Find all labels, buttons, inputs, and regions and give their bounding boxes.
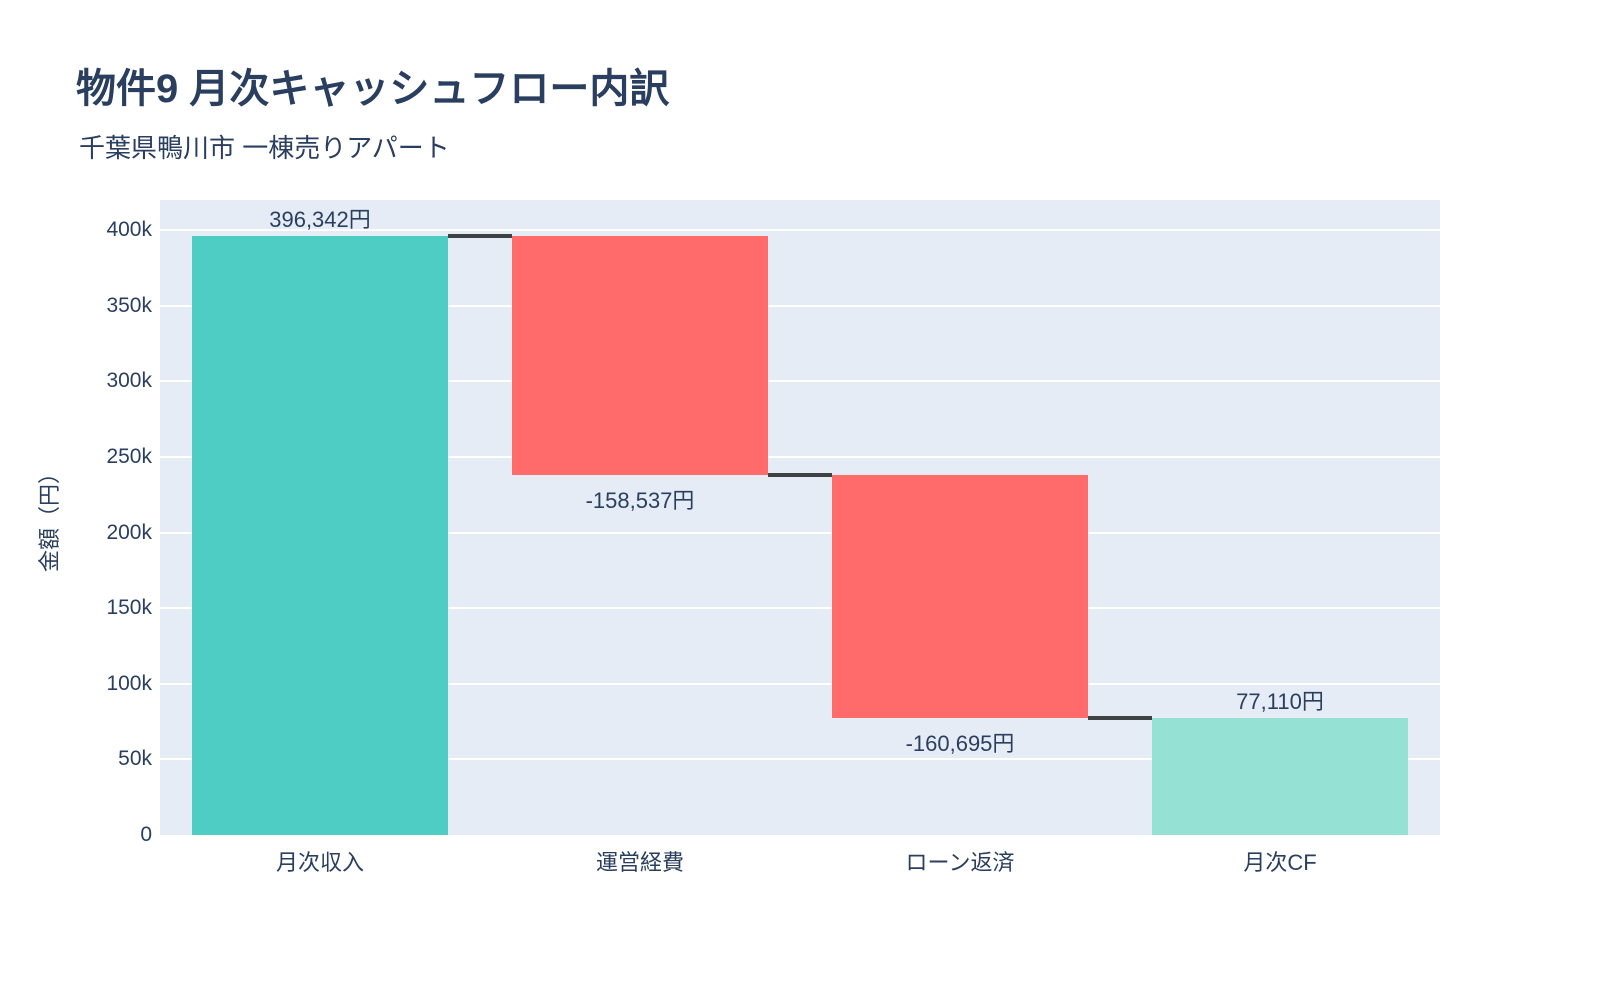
- y-gridline: [160, 380, 1440, 383]
- y-axis-title: 金額（円）: [37, 461, 62, 573]
- y-gridline: [160, 456, 1440, 459]
- y-tick-label: 200k: [106, 520, 152, 544]
- y-tick-label: 350k: [106, 293, 152, 317]
- plot-area: [160, 200, 1440, 835]
- waterfall-bar-decrease: [832, 475, 1088, 719]
- y-tick-label: 0: [140, 823, 152, 846]
- bar-value-label: 396,342円: [269, 206, 371, 232]
- bar-value-label: -158,537円: [585, 488, 695, 514]
- waterfall-bar-total: [1152, 718, 1408, 835]
- y-tick-label: 150k: [106, 596, 152, 620]
- y-gridline: [160, 304, 1440, 307]
- y-tick-label: 250k: [106, 445, 152, 469]
- waterfall-connector: [1088, 716, 1152, 721]
- waterfall-bar-increase: [192, 235, 448, 835]
- y-gridline: [160, 229, 1440, 232]
- bar-value-label: -160,695円: [905, 731, 1015, 757]
- waterfall-connector: [448, 233, 512, 238]
- x-tick-label: 月次収入: [275, 850, 365, 875]
- y-tick-label: 300k: [106, 369, 152, 393]
- x-tick-label: ローン返済: [905, 850, 1015, 875]
- x-tick-label: 運営経費: [595, 850, 685, 875]
- bar-value-label: 77,110円: [1236, 689, 1324, 715]
- y-gridline: [160, 607, 1440, 610]
- waterfall-connector: [768, 473, 832, 478]
- y-tick-label: 100k: [106, 671, 152, 695]
- y-gridline: [160, 531, 1440, 534]
- chart-subtitle: 千葉県鴨川市 一棟売りアパート: [79, 133, 450, 163]
- waterfall-bar-decrease: [512, 235, 768, 476]
- y-gridline: [160, 758, 1440, 761]
- y-gridline: [160, 682, 1440, 685]
- y-tick-label: 400k: [106, 218, 152, 242]
- chart-title: 物件9 月次キャッシュフロー内訳: [76, 67, 670, 111]
- y-tick-label: 50k: [118, 747, 152, 771]
- x-tick-label: 月次CF: [1243, 850, 1317, 875]
